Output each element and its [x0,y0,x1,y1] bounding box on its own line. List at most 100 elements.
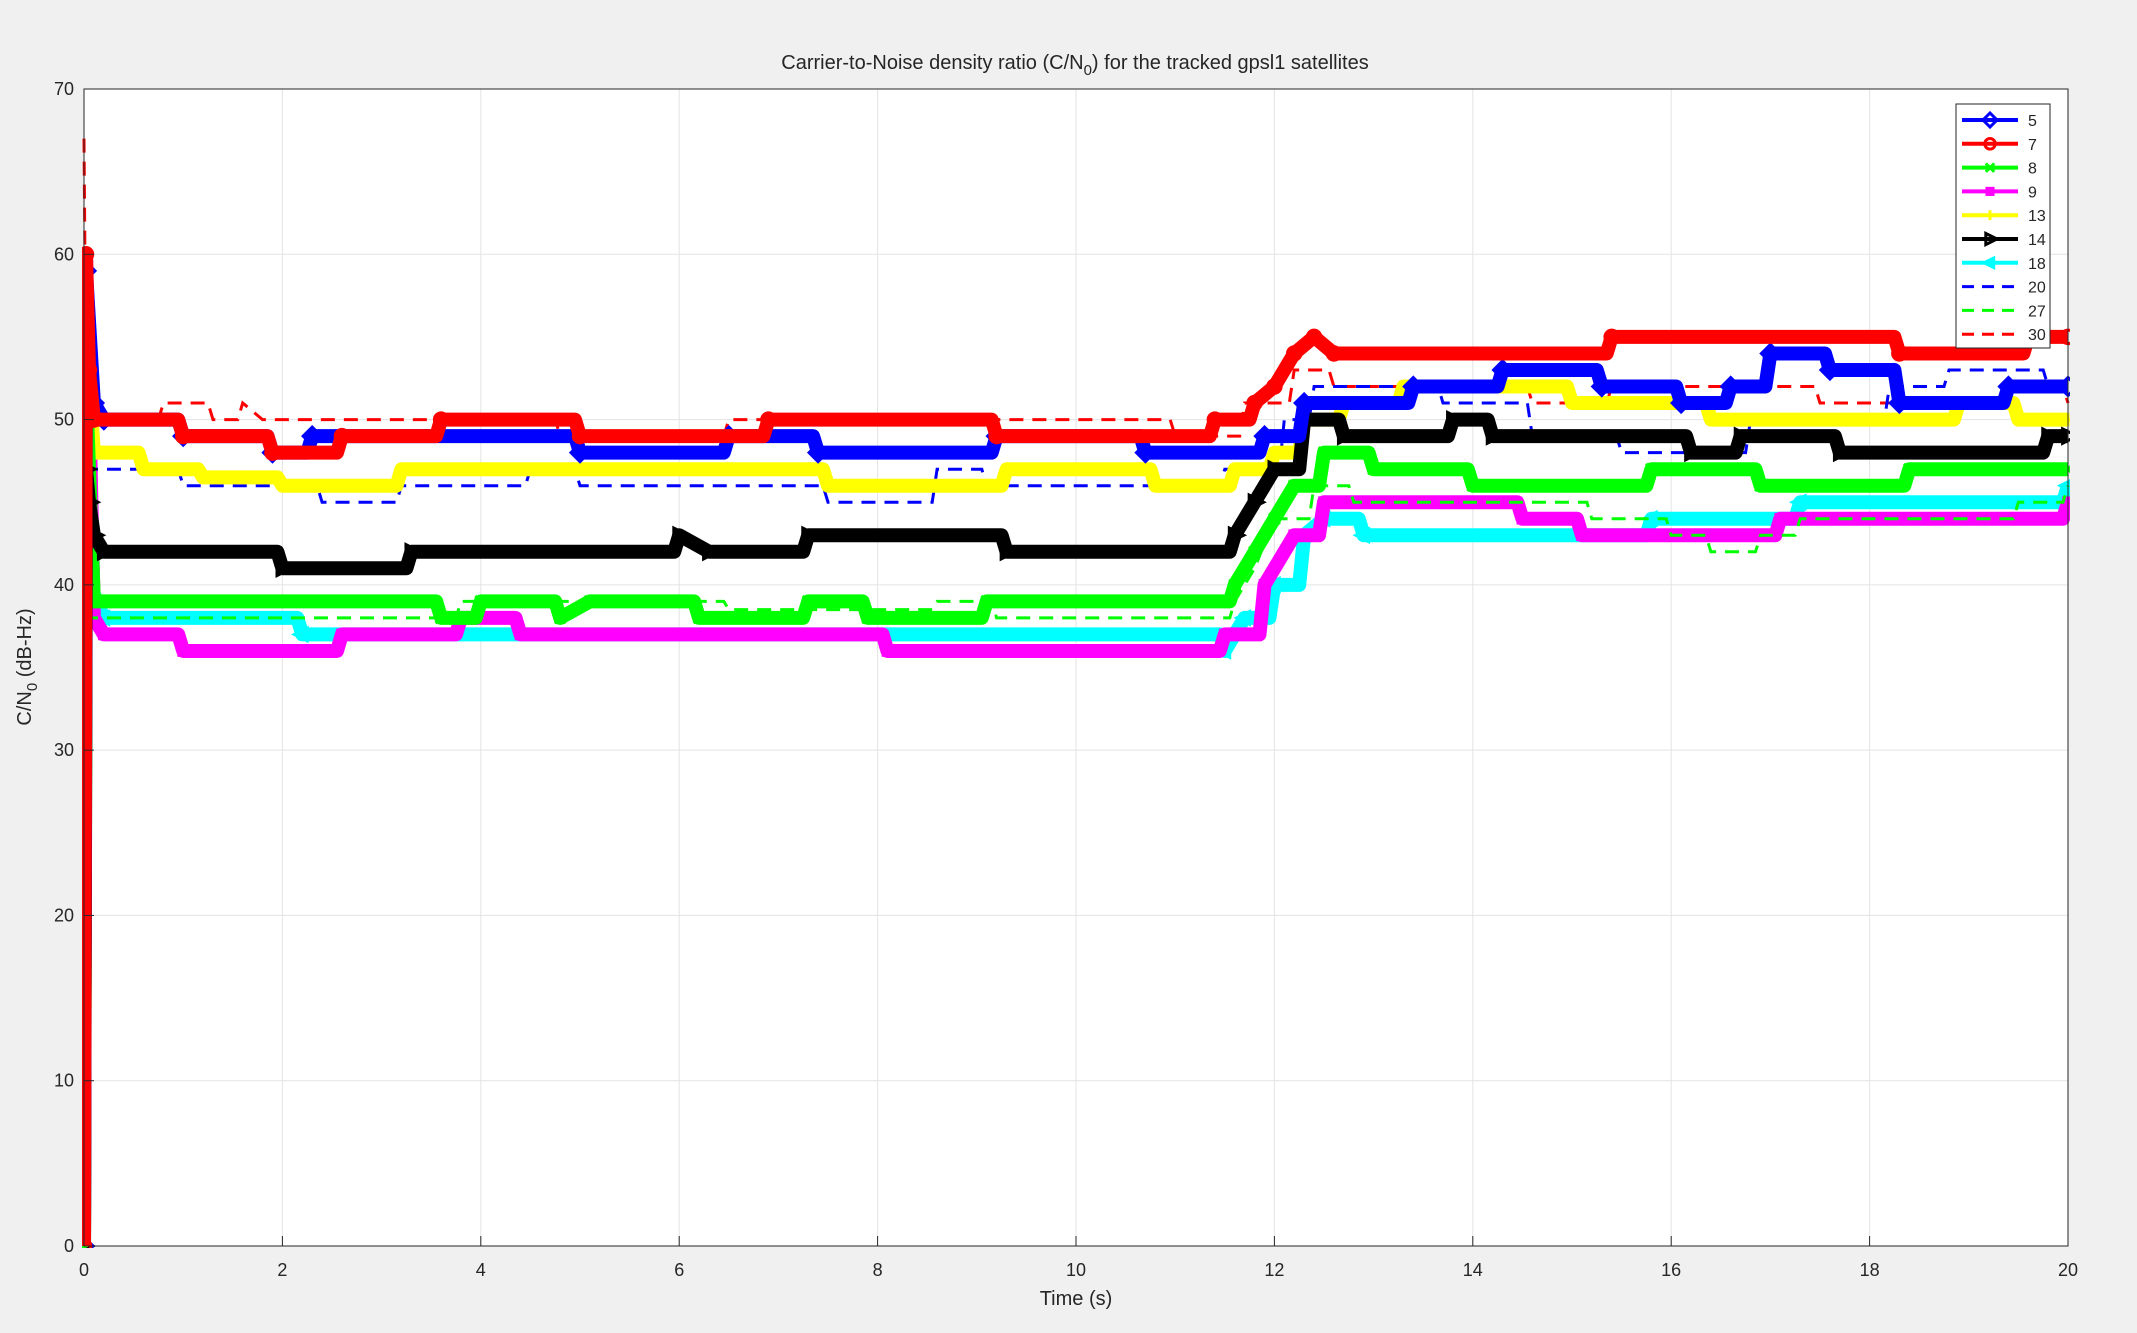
data-point [1233,609,1252,627]
y-tick-label: 40 [54,575,74,595]
legend-item-8: 8 [1962,161,2037,178]
data-point [801,525,821,545]
data-point [760,411,777,428]
data-point [276,479,289,492]
data-point [1733,426,1753,446]
data-point [568,441,592,464]
y-tick-label: 70 [54,79,74,99]
x-tick-label: 8 [873,1260,883,1280]
data-point [1253,424,1276,448]
data-point [1134,441,1157,464]
data-point [2062,496,2070,509]
data-point [264,444,281,461]
data-point [1491,358,1514,382]
x-tick-label: 10 [1066,1260,1086,1280]
data-point [1466,479,1480,493]
data-point [692,611,706,625]
data-point [1318,496,1330,509]
legend-marker [1985,186,1995,196]
data-point [1485,426,1505,446]
ticks: 0 2 4 6 8 10 12 14 16 18 20 0 10 20 30 40 50 60 70 [54,79,2078,1280]
data-point [1719,375,1742,398]
data-point [196,471,210,484]
data-point [336,628,348,641]
x-tick-label: 4 [476,1260,486,1280]
data-point [404,542,424,562]
data-point [96,542,117,562]
data-point [1759,342,1782,365]
series-line [82,412,2068,1247]
y-tick-label: 0 [64,1236,74,1256]
data-point [1000,462,1013,476]
data-point [1603,328,1620,346]
legend-item-18: 18 [1962,255,2046,273]
legend-label: 9 [2028,184,2037,201]
data-point [1590,375,1613,398]
data-point [1818,358,1842,382]
data-point [1336,426,1357,446]
data-point [1754,479,1767,493]
legend-label: 5 [2028,113,2037,130]
data-point [177,645,190,657]
x-axis-label: Time (s) [1040,1288,1113,1310]
data-point [881,645,894,657]
legend-item-7: 7 [1962,137,2037,154]
data-point [1305,328,1323,346]
data-point [806,441,830,464]
legend-marker [1984,162,1996,173]
x-tick-label: 18 [1860,1260,1880,1280]
x-tick-label: 12 [1264,1260,1284,1280]
legend-marker [1985,210,1995,221]
data-point [1669,391,1693,415]
data-point [1267,459,1287,479]
legend-label: 13 [2028,208,2046,225]
data-point [1266,378,1283,395]
data-point [801,594,815,608]
data-point [1206,411,1224,428]
legend-item-30: 30 [1962,327,2046,344]
series-line [82,138,2070,438]
legend-label: 18 [2028,256,2046,273]
y-tick-label: 10 [54,1071,74,1091]
data-point [1446,409,1466,430]
legend-item-5: 5 [1962,110,2037,130]
data-point [1268,446,1281,459]
x-tick-label: 20 [2058,1260,2078,1280]
data-point [432,411,450,428]
data-point [1285,345,1303,362]
data-point [583,594,597,608]
series-line [82,247,2070,1247]
data-point [1516,512,1529,525]
legend-item-27: 27 [1962,303,2046,320]
data-point [1248,545,1262,559]
x-tick-label: 2 [277,1260,287,1280]
data-point [2012,413,2025,426]
data-point [291,625,309,644]
data-point [1774,512,1787,525]
data-point [1352,526,1371,545]
data-point [988,427,1005,445]
data-point [571,427,589,445]
data-point [301,424,324,448]
data-point [395,462,408,476]
data-point [1288,529,1301,542]
legend-item-20: 20 [1962,280,2046,297]
data-point [137,462,150,476]
data-point [333,427,351,445]
data-point [1228,578,1242,592]
data-point [861,611,875,625]
data-point [1367,462,1381,476]
data-point [1843,413,1857,426]
data-point [1684,443,1704,463]
data-point [1402,375,1425,398]
legend-marker [1980,255,1996,271]
data-point [553,611,567,625]
data-point [474,594,488,608]
data-point [1246,394,1263,412]
data-point [275,558,295,578]
data-point [434,611,448,625]
data-point [1832,443,1853,463]
data-point [1788,493,1807,512]
data-point [514,628,527,641]
